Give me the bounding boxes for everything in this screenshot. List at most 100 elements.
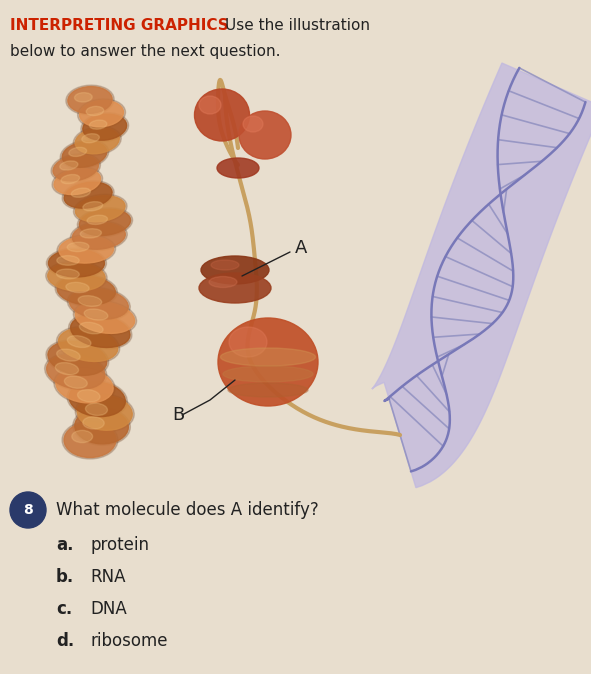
Ellipse shape: [64, 423, 116, 458]
Ellipse shape: [69, 313, 132, 349]
Ellipse shape: [51, 154, 100, 183]
Ellipse shape: [89, 120, 107, 129]
Ellipse shape: [86, 106, 104, 116]
Ellipse shape: [199, 273, 271, 303]
Ellipse shape: [62, 142, 107, 167]
Ellipse shape: [64, 376, 87, 388]
Ellipse shape: [69, 148, 87, 156]
Ellipse shape: [75, 302, 135, 334]
Ellipse shape: [80, 228, 102, 238]
Ellipse shape: [64, 182, 112, 208]
Ellipse shape: [84, 309, 108, 320]
Ellipse shape: [81, 113, 129, 142]
Ellipse shape: [75, 409, 128, 444]
Text: c.: c.: [56, 600, 72, 618]
Ellipse shape: [54, 168, 100, 195]
Ellipse shape: [66, 282, 89, 293]
Ellipse shape: [59, 328, 118, 361]
Text: d.: d.: [56, 632, 74, 650]
Ellipse shape: [48, 342, 107, 375]
Ellipse shape: [209, 276, 237, 288]
Ellipse shape: [79, 322, 103, 334]
Ellipse shape: [68, 86, 112, 113]
Ellipse shape: [223, 366, 313, 382]
Ellipse shape: [211, 260, 239, 270]
Text: a.: a.: [56, 536, 73, 554]
Text: A: A: [295, 239, 307, 257]
Ellipse shape: [48, 249, 105, 277]
Ellipse shape: [47, 355, 105, 389]
Text: protein: protein: [90, 536, 149, 554]
Ellipse shape: [83, 114, 126, 140]
Ellipse shape: [54, 367, 115, 404]
Ellipse shape: [220, 348, 316, 366]
Ellipse shape: [56, 269, 79, 279]
Text: 8: 8: [23, 503, 33, 517]
Ellipse shape: [77, 396, 132, 430]
Ellipse shape: [57, 349, 80, 361]
Ellipse shape: [194, 89, 249, 141]
Ellipse shape: [74, 92, 92, 102]
Ellipse shape: [45, 353, 107, 391]
Ellipse shape: [75, 394, 134, 432]
Ellipse shape: [46, 248, 106, 278]
Ellipse shape: [59, 236, 113, 263]
Ellipse shape: [56, 363, 79, 375]
Ellipse shape: [79, 209, 131, 235]
Ellipse shape: [60, 161, 78, 170]
Ellipse shape: [70, 221, 127, 251]
Circle shape: [10, 492, 46, 528]
Ellipse shape: [229, 327, 267, 357]
Ellipse shape: [77, 208, 132, 237]
Ellipse shape: [73, 126, 121, 155]
Text: below to answer the next question.: below to answer the next question.: [10, 44, 281, 59]
Ellipse shape: [73, 407, 131, 446]
Text: INTERPRETING GRAPHICS: INTERPRETING GRAPHICS: [10, 18, 229, 33]
Ellipse shape: [55, 274, 118, 307]
Ellipse shape: [239, 111, 291, 159]
Ellipse shape: [199, 96, 221, 114]
Ellipse shape: [78, 296, 102, 307]
Ellipse shape: [53, 155, 99, 181]
Text: B: B: [172, 406, 184, 424]
Text: DNA: DNA: [90, 600, 126, 618]
Ellipse shape: [61, 175, 80, 184]
Text: Use the illustration: Use the illustration: [225, 18, 370, 33]
Ellipse shape: [67, 287, 130, 321]
Ellipse shape: [83, 417, 104, 429]
Ellipse shape: [228, 383, 308, 397]
Ellipse shape: [76, 195, 125, 222]
Ellipse shape: [87, 215, 108, 224]
Ellipse shape: [83, 202, 103, 211]
Ellipse shape: [69, 288, 128, 319]
Ellipse shape: [77, 390, 100, 402]
Ellipse shape: [217, 158, 259, 178]
Ellipse shape: [67, 336, 91, 348]
Ellipse shape: [67, 242, 89, 251]
Ellipse shape: [75, 128, 119, 154]
Ellipse shape: [218, 318, 318, 406]
Ellipse shape: [57, 255, 79, 266]
Ellipse shape: [57, 327, 120, 363]
Ellipse shape: [69, 381, 125, 417]
Ellipse shape: [57, 235, 116, 265]
Ellipse shape: [72, 222, 125, 249]
Ellipse shape: [62, 181, 114, 210]
Ellipse shape: [56, 368, 113, 403]
Ellipse shape: [73, 194, 127, 223]
Ellipse shape: [86, 403, 108, 415]
Polygon shape: [372, 63, 591, 488]
Ellipse shape: [57, 276, 115, 305]
Ellipse shape: [48, 263, 105, 291]
Text: What molecule does A identify?: What molecule does A identify?: [56, 501, 319, 519]
Ellipse shape: [66, 85, 114, 115]
Ellipse shape: [67, 380, 128, 418]
Ellipse shape: [52, 167, 103, 196]
Ellipse shape: [243, 116, 263, 132]
Ellipse shape: [201, 256, 269, 284]
Ellipse shape: [46, 261, 107, 293]
Ellipse shape: [72, 431, 93, 443]
Ellipse shape: [82, 133, 99, 143]
Ellipse shape: [73, 301, 137, 335]
Ellipse shape: [62, 421, 118, 459]
